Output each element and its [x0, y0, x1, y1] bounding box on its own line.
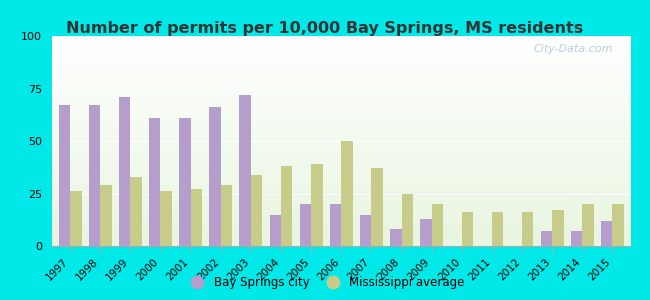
Bar — [281, 166, 292, 246]
Bar — [221, 185, 232, 246]
Bar — [360, 214, 371, 246]
Text: City-Data.com: City-Data.com — [534, 44, 613, 54]
Bar — [390, 229, 402, 246]
Bar — [371, 168, 383, 246]
Bar — [119, 97, 131, 246]
Bar — [270, 214, 281, 246]
Bar — [432, 204, 443, 246]
Bar — [420, 219, 432, 246]
Bar — [149, 118, 161, 246]
Bar — [522, 212, 534, 246]
Bar — [131, 177, 142, 246]
Bar — [161, 191, 172, 246]
Bar — [582, 204, 593, 246]
Bar — [492, 212, 503, 246]
Bar — [311, 164, 322, 246]
Bar — [571, 231, 582, 246]
Bar — [552, 210, 564, 246]
Bar — [462, 212, 473, 246]
Bar — [100, 185, 112, 246]
Bar — [541, 231, 552, 246]
Bar — [300, 204, 311, 246]
Bar — [209, 107, 221, 246]
Bar — [70, 191, 81, 246]
Bar — [601, 221, 612, 246]
Bar — [89, 105, 100, 246]
Bar — [190, 189, 202, 246]
Bar — [341, 141, 353, 246]
Bar — [251, 175, 263, 246]
Bar — [402, 194, 413, 246]
Bar — [612, 204, 624, 246]
Legend: Bay Springs city, Mississippi average: Bay Springs city, Mississippi average — [181, 272, 469, 294]
Bar — [58, 105, 70, 246]
Bar — [179, 118, 190, 246]
Bar — [330, 204, 341, 246]
Bar — [239, 95, 251, 246]
Text: Number of permits per 10,000 Bay Springs, MS residents: Number of permits per 10,000 Bay Springs… — [66, 21, 584, 36]
